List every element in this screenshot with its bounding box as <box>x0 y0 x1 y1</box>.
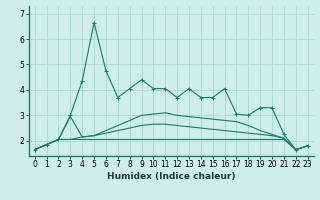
X-axis label: Humidex (Indice chaleur): Humidex (Indice chaleur) <box>107 172 236 181</box>
